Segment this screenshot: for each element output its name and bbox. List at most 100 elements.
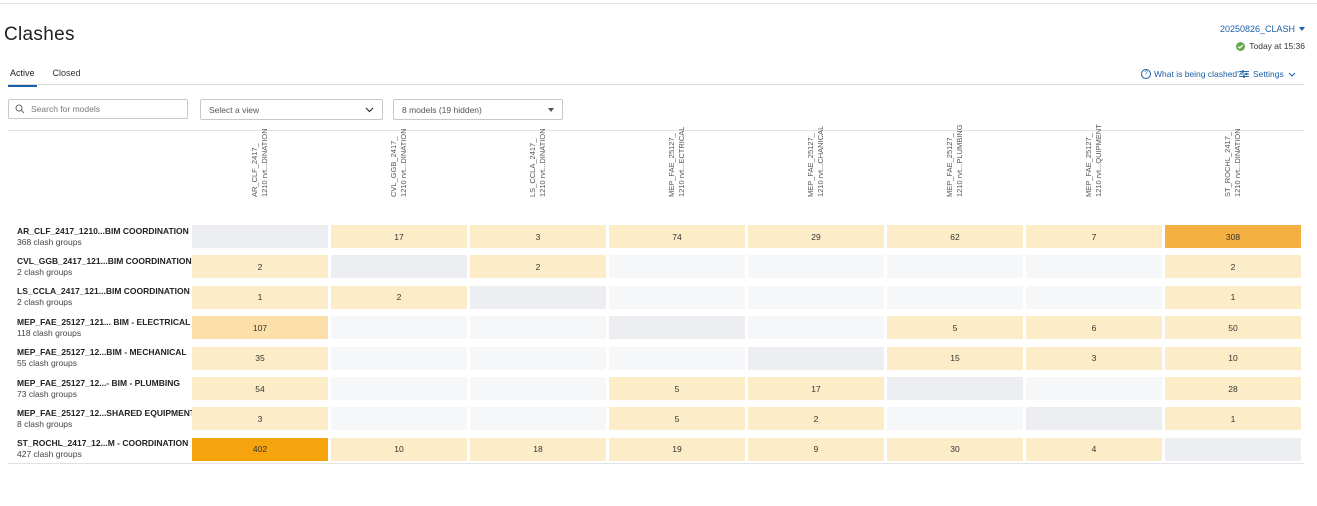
column-header-line: MEP_FAE_25127_ [806, 133, 815, 197]
column-header-label: MEP_FAE_25127_ 1210 rvt...ECTRICAL [667, 127, 687, 197]
caret-down-icon [548, 107, 554, 112]
row-clash-count: 118 clash groups [17, 327, 82, 338]
view-select[interactable]: Select a view [200, 99, 383, 120]
matrix-cell[interactable]: 2 [192, 255, 328, 279]
matrix-cell[interactable]: 402 [192, 437, 328, 461]
clash-test-name: 20250826_CLASH [1219, 24, 1295, 34]
matrix-cell[interactable]: 15 [887, 346, 1023, 370]
status-text: Today at 15:36 [1249, 41, 1305, 51]
caret-down-icon [1299, 27, 1305, 31]
row-clash-count: 73 clash groups [17, 388, 78, 399]
matrix-cell[interactable]: 29 [748, 225, 884, 248]
matrix-cell-self [470, 285, 606, 309]
tab-active[interactable]: Active [8, 62, 37, 87]
matrix-cell[interactable]: 35 [192, 346, 328, 370]
models-select[interactable]: 8 models (19 hidden) [393, 99, 563, 120]
column-header: MEP_FAE_25127_ 1210 rvt...ECTRICAL [609, 127, 745, 221]
matrix-cell-self [331, 255, 467, 279]
matrix-cell[interactable]: 10 [1165, 346, 1301, 370]
row-clash-count: 55 clash groups [17, 358, 78, 369]
matrix-cell[interactable]: 17 [748, 377, 884, 400]
row-model-name: MEP_FAE_25127_12...BIM - MECHANICAL [17, 347, 187, 358]
matrix-cell[interactable]: 1 [192, 285, 328, 309]
matrix-cell [748, 316, 884, 340]
column-header-line: 1210 rvt...PLUMBING [955, 124, 964, 197]
top-divider [0, 3, 1317, 4]
matrix-cell[interactable]: 3 [470, 225, 606, 248]
matrix-cell[interactable]: 9 [748, 437, 884, 461]
matrix-cell[interactable]: 308 [1165, 225, 1301, 248]
matrix-cell[interactable]: 28 [1165, 377, 1301, 400]
matrix-cell[interactable]: 54 [192, 377, 328, 400]
column-header-line: LS_CCLA_2417_ [528, 138, 537, 197]
model-search [8, 99, 188, 119]
column-header-label: MEP_FAE_25127_ 1210 rvt...QUIPMENT [1084, 124, 1104, 197]
matrix-cell[interactable]: 19 [609, 437, 745, 461]
row-header[interactable]: CVL_GGB_2417_121...BIM COORDINATION 2 cla… [17, 256, 192, 278]
matrix-cell[interactable]: 3 [1026, 346, 1162, 370]
column-header: ST_ROCHL_2417_ 1210 rvt...DINATION [1165, 128, 1301, 221]
matrix-cell[interactable]: 17 [331, 225, 467, 248]
what-is-being-clashed-link[interactable]: ? What is being clashed? [1141, 69, 1242, 79]
row-header[interactable]: ST_ROCHL_2417_12...M - COORDINATION 427 c… [17, 438, 188, 460]
matrix-cell[interactable]: 4 [1026, 437, 1162, 461]
row-clash-count: 427 clash groups [17, 449, 82, 460]
row-model-name: CVL_GGB_2417_121...BIM COORDINATION [17, 255, 192, 266]
help-link-label: What is being clashed? [1154, 69, 1242, 79]
row-header[interactable]: LS_CCLA_2417_121...BIM COORDINATION 2 cla… [17, 286, 190, 308]
settings-dropdown[interactable]: Settings [1240, 69, 1296, 79]
matrix-cell-self [1165, 437, 1301, 461]
matrix-cell-self [192, 225, 328, 248]
matrix-cell[interactable]: 107 [192, 316, 328, 340]
sliders-icon [1240, 70, 1249, 78]
matrix-bottom-border [8, 463, 1304, 464]
clash-test-selector[interactable]: 20250826_CLASH [1220, 24, 1305, 34]
column-header: MEP_FAE_25127_ 1210 rvt...PLUMBING [887, 124, 1023, 221]
matrix-cell[interactable]: 6 [1026, 316, 1162, 340]
chevron-down-icon [365, 107, 374, 112]
matrix-cell [748, 255, 884, 279]
column-header-label: AR_CLF_2417_ 1210 rvt...DINATION [250, 128, 270, 197]
matrix-cell[interactable]: 10 [331, 437, 467, 461]
row-header[interactable]: MEP_FAE_25127_12...- BIM - PLUMBING 73 cl… [17, 378, 180, 400]
matrix-cell [331, 377, 467, 400]
matrix-cell[interactable]: 30 [887, 437, 1023, 461]
matrix-cell[interactable]: 62 [887, 225, 1023, 248]
row-model-name: LS_CCLA_2417_121...BIM COORDINATION [17, 286, 190, 297]
row-header[interactable]: MEP_FAE_25127_121... BIM - ELECTRICAL 118… [17, 317, 190, 339]
matrix-cell[interactable]: 5 [609, 407, 745, 431]
column-header-line: 1210 rvt...DINATION [399, 128, 408, 197]
matrix-cell[interactable]: 5 [609, 377, 745, 400]
matrix-cell[interactable]: 5 [887, 316, 1023, 340]
row-clash-count: 368 clash groups [17, 236, 82, 247]
matrix-cell[interactable]: 3 [192, 407, 328, 431]
column-header-label: MEP_FAE_25127_ 1210 rvt...PLUMBING [945, 124, 965, 197]
search-input[interactable] [29, 103, 183, 115]
matrix-cell [887, 407, 1023, 431]
matrix-cell[interactable]: 2 [748, 407, 884, 431]
matrix-cell [331, 407, 467, 431]
matrix-cell[interactable]: 7 [1026, 225, 1162, 248]
matrix-cell[interactable]: 2 [1165, 255, 1301, 279]
matrix-cell [609, 346, 745, 370]
matrix-cell [331, 346, 467, 370]
tab-closed[interactable]: Closed [52, 68, 81, 78]
matrix-cell[interactable]: 1 [1165, 285, 1301, 309]
matrix-cell[interactable]: 74 [609, 225, 745, 248]
matrix-cell[interactable]: 1 [1165, 407, 1301, 431]
view-select-label: Select a view [209, 104, 260, 115]
matrix-cell[interactable]: 2 [331, 285, 467, 309]
row-header[interactable]: MEP_FAE_25127_12...SHARED EQUIPMENT 8 cla… [17, 408, 195, 430]
matrix-cell [470, 316, 606, 340]
search-icon [15, 104, 25, 114]
column-header-label: MEP_FAE_25127_ 1210 rvt...CHANICAL [806, 126, 826, 197]
row-header[interactable]: MEP_FAE_25127_12...BIM - MECHANICAL 55 cl… [17, 347, 187, 369]
matrix-cell[interactable]: 50 [1165, 316, 1301, 340]
matrix-cell[interactable]: 2 [470, 255, 606, 279]
matrix-cell [470, 346, 606, 370]
row-header[interactable]: AR_CLF_2417_1210...BIM COORDINATION 368 c… [17, 226, 189, 248]
column-header-line: 1210 rvt...CHANICAL [816, 125, 825, 197]
column-header-label: CVL_GGB_2417_ 1210 rvt...DINATION [389, 128, 409, 197]
page-title: Clashes [4, 24, 75, 45]
matrix-cell[interactable]: 18 [470, 437, 606, 461]
